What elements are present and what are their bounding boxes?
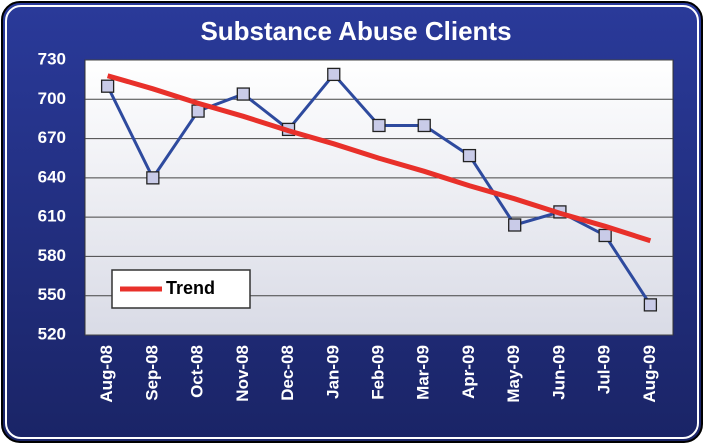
x-tick-label: Aug-08 [97, 345, 116, 403]
x-tick-label: Apr-09 [459, 345, 478, 399]
marker [146, 171, 160, 185]
marker [417, 118, 431, 133]
y-tick-label: 550 [38, 285, 66, 304]
y-tick-label: 640 [38, 167, 66, 186]
marker [327, 67, 341, 82]
x-tick-label: Sep-08 [142, 345, 161, 401]
x-tick-label: Aug-09 [640, 345, 659, 403]
trend-line [106, 73, 652, 244]
y-tick-label: 580 [38, 246, 66, 265]
y-tick-label: 610 [38, 207, 66, 226]
x-tick-label: Nov-08 [233, 345, 252, 402]
x-tick-label: Jun-09 [549, 345, 568, 400]
x-tick-label: Dec-08 [278, 345, 297, 401]
marker [372, 118, 386, 133]
marker [598, 228, 612, 243]
x-tick-label: Feb-09 [368, 345, 387, 400]
marker [236, 87, 250, 101]
marker [462, 148, 477, 163]
y-tick-label: 520 [38, 324, 66, 343]
x-tick-label: Mar-09 [414, 345, 433, 400]
marker [100, 79, 115, 93]
y-tick-label: 700 [38, 89, 66, 108]
x-tick-label: Jan-09 [323, 345, 342, 399]
legend-label: Trend [166, 278, 215, 298]
x-tick-label: May-09 [504, 345, 523, 403]
chart-title: Substance Abuse Clients [200, 16, 511, 46]
y-tick-label: 670 [38, 128, 66, 147]
x-tick-label: Oct-08 [188, 345, 207, 398]
marker [508, 218, 522, 232]
x-tick-label: Jul-09 [595, 345, 614, 394]
marker [643, 298, 658, 312]
y-tick-label: 730 [38, 49, 66, 68]
inner-border [5, 5, 699, 439]
